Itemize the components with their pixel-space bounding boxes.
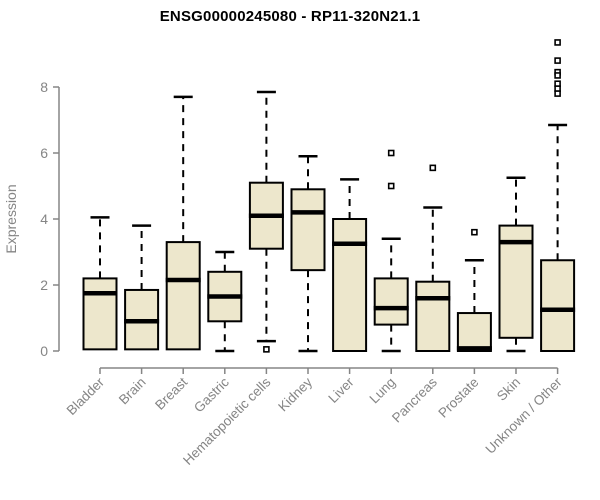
y-tick-label: 4 xyxy=(40,211,48,227)
box-group-bladder xyxy=(82,216,118,351)
outlier-point xyxy=(554,90,561,97)
iqr-box xyxy=(373,277,409,326)
box-group-breast xyxy=(165,95,201,351)
chart-title: ENSG00000245080 - RP11-320N21.1 xyxy=(159,8,421,25)
iqr-box xyxy=(82,277,118,351)
y-tick-label: 0 xyxy=(40,343,48,359)
box-group-gastric xyxy=(207,250,243,353)
outlier-point xyxy=(471,228,478,236)
y-tick-label: 6 xyxy=(40,145,48,161)
outlier-point xyxy=(554,39,561,46)
outlier-point xyxy=(263,346,270,353)
iqr-box xyxy=(415,280,451,353)
box-group-prostate xyxy=(456,228,492,352)
outlier-point xyxy=(554,72,561,79)
x-tick-label: Skin xyxy=(494,375,523,404)
y-axis-title: Expression xyxy=(3,184,19,253)
x-tick-label: Liver xyxy=(325,374,357,406)
x-tick-label: Lung xyxy=(366,375,398,407)
x-tick-label: Pancreas xyxy=(389,374,440,425)
x-tick-label: Brain xyxy=(116,375,149,408)
x-tick-label: Bladder xyxy=(64,374,108,418)
box-group-pancreas xyxy=(415,164,451,353)
y-tick-label: 8 xyxy=(40,79,48,95)
x-tick-label: Kidney xyxy=(275,374,315,414)
iqr-box xyxy=(290,188,326,272)
iqr-box xyxy=(332,218,368,352)
outlier-point xyxy=(387,149,395,157)
iqr-box xyxy=(165,241,201,351)
x-tick-label: Breast xyxy=(152,374,190,412)
y-axis: 0 2 4 6 8 Expression xyxy=(3,79,60,359)
iqr-box xyxy=(456,312,492,352)
box-group-skin xyxy=(498,176,534,353)
outlier-point xyxy=(429,164,437,172)
outlier-point xyxy=(387,182,395,190)
box-group-hematopoietic-cells xyxy=(248,90,284,353)
outlier-point xyxy=(554,57,561,64)
x-tick-label: Unknown / Other xyxy=(482,374,565,457)
box-group-kidney xyxy=(290,155,326,353)
box-group-lung xyxy=(373,149,409,353)
box-group-unknown-other xyxy=(540,39,576,352)
box-group-brain xyxy=(124,224,160,351)
box-group-liver xyxy=(332,178,368,352)
iqr-box xyxy=(540,259,576,352)
y-tick-label: 2 xyxy=(40,277,48,293)
x-tick-label: Gastric xyxy=(191,374,232,415)
x-tick-label: Prostate xyxy=(435,375,481,421)
